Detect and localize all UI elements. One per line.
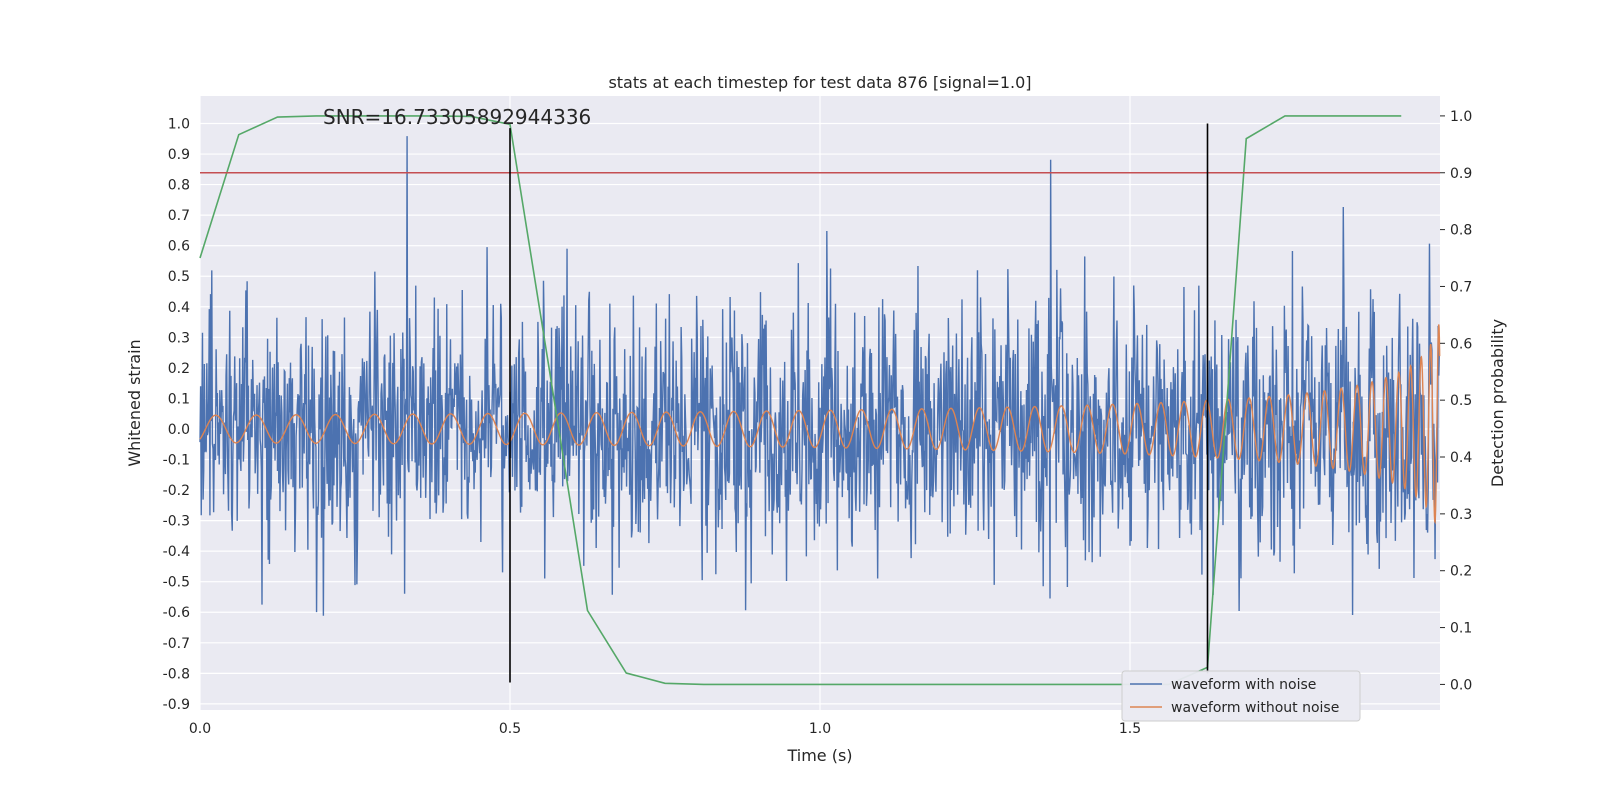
y-tick-label-left: -0.1 (163, 453, 190, 469)
y-tick-label-left: -0.5 (163, 575, 190, 591)
y-tick-label-right: 0.0 (1450, 677, 1472, 693)
x-tick-label: 1.5 (1119, 721, 1141, 737)
y-tick-label-right: 0.5 (1450, 393, 1472, 409)
y-tick-label-right: 0.7 (1450, 279, 1472, 295)
y-tick-label-right: 0.3 (1450, 507, 1472, 523)
legend: waveform with noise waveform without noi… (1121, 670, 1361, 722)
y-tick-label-left: 0.1 (168, 391, 190, 407)
x-axis-label: Time (s) (786, 746, 852, 765)
y-tick-label-left: -0.2 (163, 483, 190, 499)
y-tick-label-left: 0.7 (168, 208, 190, 224)
y-tick-label-left: -0.8 (163, 666, 190, 682)
y-tick-label-left: 0.3 (168, 330, 190, 346)
y-tick-label-left: 0.9 (168, 147, 190, 163)
x-tick-label: 1.0 (809, 721, 831, 737)
y-tick-label-left: 0.2 (168, 361, 190, 377)
y-axis-label-left: Whitened strain (125, 339, 144, 466)
y-tick-label-left: 0.8 (168, 178, 190, 194)
series-waveform-without-noise (199, 324, 1441, 525)
legend-box (1121, 670, 1361, 722)
y-tick-label-right: 0.4 (1450, 450, 1472, 466)
snr-annotation: SNR=16.73305892944336 (323, 105, 591, 129)
y-axis-label-right: Detection probability (1488, 319, 1507, 487)
x-tick-label: 0.0 (189, 721, 211, 737)
y-tick-label-right: 1.0 (1450, 109, 1472, 125)
y-tick-label-right: 0.9 (1450, 166, 1472, 182)
y-tick-label-left: 0.6 (168, 239, 190, 255)
y-tick-label-left: -0.9 (163, 697, 190, 713)
chart-title: stats at each timestep for test data 876… (608, 73, 1031, 92)
series-detection-probability (199, 115, 1402, 686)
y-tick-label-right: 0.2 (1450, 564, 1472, 580)
y-tick-label-right: 0.8 (1450, 223, 1472, 239)
y-tick-label-left: -0.4 (163, 544, 190, 560)
data-layer (199, 115, 1441, 686)
y-tick-label-right: 0.6 (1450, 336, 1472, 352)
y-tick-label-left: 1.0 (168, 116, 190, 132)
y-tick-label-right: 0.1 (1450, 621, 1472, 637)
y-tick-label-left: 0.5 (168, 269, 190, 285)
y-tick-label-left: -0.7 (163, 636, 190, 652)
legend-label-clean: waveform without noise (1171, 700, 1339, 716)
x-tick-label: 0.5 (499, 721, 521, 737)
y-tick-label-left: 0.4 (168, 300, 190, 316)
y-tick-label-left: 0.0 (168, 422, 190, 438)
series-waveform-with-noise (199, 136, 1441, 616)
y-tick-label-left: -0.6 (163, 605, 190, 621)
y-tick-label-left: -0.3 (163, 514, 190, 530)
legend-label-noise: waveform with noise (1171, 677, 1316, 693)
axes: -0.9 -0.8 -0.7 -0.6 -0.5 -0.4 -0.3 -0.2 -0.1 0.0 0… (163, 109, 1473, 737)
